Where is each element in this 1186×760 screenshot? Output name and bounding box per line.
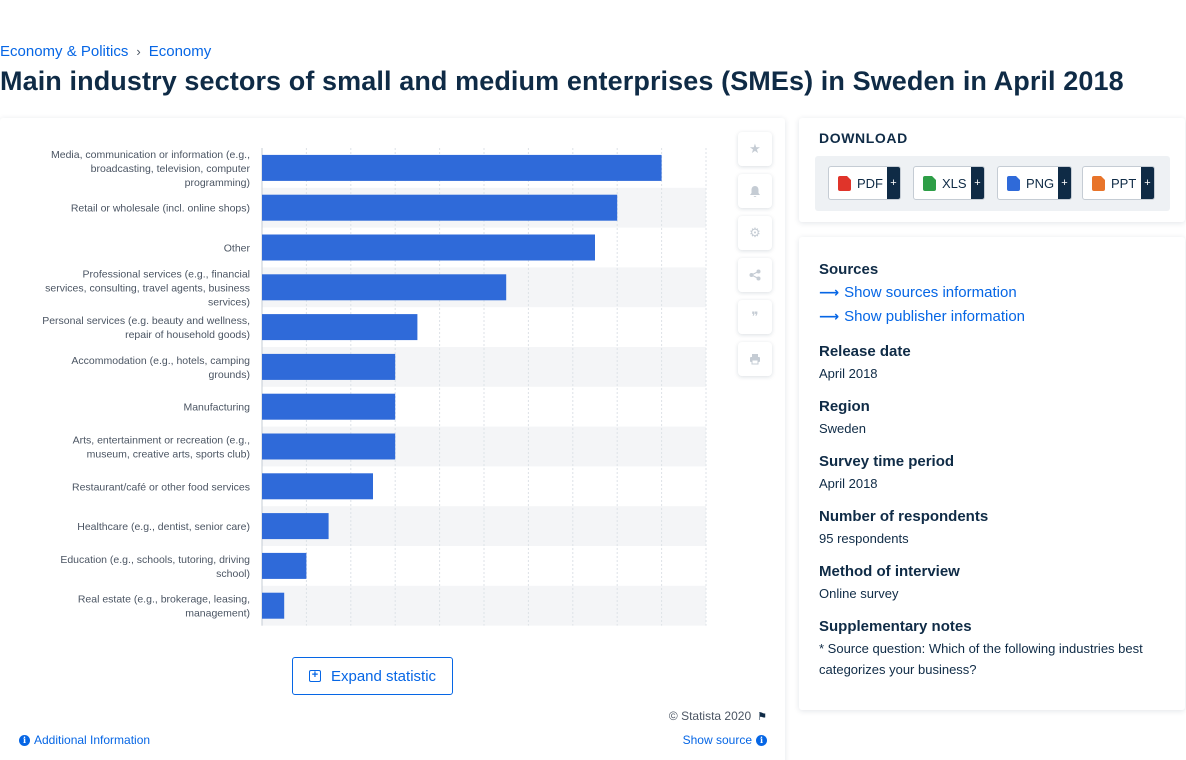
show-source-link[interactable]: Show source i	[683, 733, 767, 747]
copyright: © Statista 2020 ⚑	[669, 709, 767, 723]
show-sources-information-link[interactable]: ⟶ Show sources information	[819, 284, 1017, 301]
bar	[262, 513, 329, 539]
bar	[262, 394, 395, 420]
bar	[262, 593, 284, 619]
share-icon[interactable]	[738, 258, 772, 292]
bar	[262, 314, 417, 340]
additional-information-label: Additional Information	[34, 733, 150, 747]
category-label: Professional services (e.g., financial se…	[45, 268, 250, 308]
download-panel: DOWNLOAD PDF + XLS + PNG + PPT +	[799, 118, 1185, 222]
supplementary-notes-value: * Source question: Which of the followin…	[819, 638, 1164, 680]
region-value: Sweden	[819, 418, 1164, 439]
category-label: Healthcare (e.g., dentist, senior care)	[77, 521, 250, 533]
arrow-right-icon: ⟶	[819, 308, 839, 325]
survey-time-period-value: April 2018	[819, 473, 1164, 494]
show-publisher-information-link[interactable]: ⟶ Show publisher information	[819, 308, 1025, 325]
bell-icon[interactable]	[738, 174, 772, 208]
category-label: Education (e.g., schools, tutoring, driv…	[60, 554, 250, 580]
number-of-respondents-value: 95 respondents	[819, 528, 1164, 549]
download-pdf-button[interactable]: PDF +	[828, 166, 901, 200]
category-label: Real estate (e.g., brokerage, leasing, ma…	[78, 594, 250, 620]
bar	[262, 553, 306, 579]
breadcrumb-economy-politics[interactable]: Economy & Politics	[0, 43, 128, 60]
download-ppt-button[interactable]: PPT +	[1082, 166, 1155, 200]
category-label: Restaurant/café or other food services	[72, 481, 250, 493]
supplementary-notes-heading: Supplementary notes	[819, 618, 972, 635]
plus-icon: +	[887, 167, 900, 199]
download-png-button[interactable]: PNG +	[997, 166, 1072, 200]
flag-icon[interactable]: ⚑	[757, 710, 767, 723]
bar	[262, 473, 373, 499]
survey-time-period-heading: Survey time period	[819, 453, 954, 470]
category-label: Manufacturing	[183, 402, 250, 414]
breadcrumb-separator: ›	[136, 44, 140, 59]
plus-icon: +	[1058, 167, 1071, 199]
page-title: Main industry sectors of small and mediu…	[0, 66, 1124, 97]
print-icon[interactable]	[738, 342, 772, 376]
xls-file-icon	[923, 176, 936, 191]
show-publisher-information-label: Show publisher information	[844, 308, 1025, 325]
chart-card: Media, communication or information (e.g…	[0, 118, 785, 760]
info-icon: i	[19, 735, 30, 746]
bar	[262, 274, 506, 300]
breadcrumb: Economy & Politics › Economy	[0, 43, 211, 60]
download-png-label: PNG	[1026, 176, 1054, 191]
release-date-heading: Release date	[819, 343, 911, 360]
category-label: Other	[224, 243, 251, 255]
sources-heading: Sources	[819, 261, 878, 278]
number-of-respondents-heading: Number of respondents	[819, 508, 988, 525]
category-label: Accommodation (e.g., hotels, camping grou…	[71, 355, 250, 381]
copyright-text: © Statista 2020	[669, 709, 751, 723]
category-label: Retail or wholesale (incl. online shops)	[71, 203, 250, 215]
chart-toolbar: ★ ⚙ ❞	[738, 132, 772, 376]
download-ppt-label: PPT	[1111, 176, 1136, 191]
info-icon: i	[756, 735, 767, 746]
breadcrumb-economy[interactable]: Economy	[149, 43, 212, 60]
bar	[262, 155, 662, 181]
bar	[262, 434, 395, 460]
download-title: DOWNLOAD	[819, 130, 908, 146]
arrow-right-icon: ⟶	[819, 284, 839, 301]
ppt-file-icon	[1092, 176, 1105, 191]
method-of-interview-heading: Method of interview	[819, 563, 960, 580]
download-xls-label: XLS	[942, 176, 967, 191]
download-pdf-label: PDF	[857, 176, 883, 191]
star-icon[interactable]: ★	[738, 132, 772, 166]
category-label: Media, communication or information (e.g…	[51, 149, 251, 189]
plus-icon: +	[971, 167, 984, 199]
method-of-interview-value: Online survey	[819, 583, 1164, 604]
expand-statistic-label: Expand statistic	[331, 668, 436, 685]
bar-chart: Media, communication or information (e.g…	[0, 118, 730, 638]
expand-icon: +	[309, 670, 321, 682]
pdf-file-icon	[838, 176, 851, 191]
quote-icon[interactable]: ❞	[738, 300, 772, 334]
download-xls-button[interactable]: XLS +	[913, 166, 985, 200]
bar	[262, 235, 595, 261]
release-date-value: April 2018	[819, 363, 1164, 384]
category-label: Arts, entertainment or recreation (e.g.,…	[73, 435, 250, 461]
region-heading: Region	[819, 398, 870, 415]
category-label: Personal services (e.g. beauty and welln…	[42, 315, 250, 341]
show-sources-information-label: Show sources information	[844, 284, 1017, 301]
download-strip: PDF + XLS + PNG + PPT +	[815, 156, 1170, 211]
gear-icon[interactable]: ⚙	[738, 216, 772, 250]
png-file-icon	[1007, 176, 1020, 191]
plus-icon: +	[1141, 167, 1154, 199]
additional-information-link[interactable]: i Additional Information	[19, 733, 150, 747]
bar	[262, 354, 395, 380]
sources-panel: Sources ⟶ Show sources information ⟶ Sho…	[799, 237, 1185, 710]
bar	[262, 195, 617, 221]
show-source-label: Show source	[683, 733, 752, 747]
expand-statistic-button[interactable]: + Expand statistic	[292, 657, 453, 695]
